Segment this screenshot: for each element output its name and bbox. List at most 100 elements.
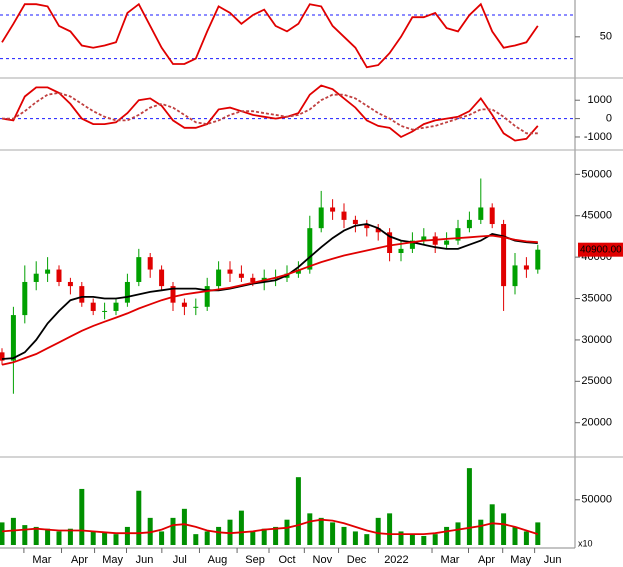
candle-body — [398, 248, 404, 253]
series-line — [1, 84, 539, 142]
x-tick-label: Mar — [32, 554, 51, 566]
volume-bar — [512, 526, 518, 545]
volume-bar — [216, 526, 222, 545]
volume-bar — [295, 477, 301, 545]
candle-body — [387, 232, 393, 253]
x-tick-label: Jun — [136, 554, 154, 566]
volume-bar — [45, 528, 51, 545]
price-tag-box — [578, 242, 623, 257]
volume-bar — [204, 531, 210, 545]
candle-body — [238, 273, 244, 278]
y-tick-label: 0 — [606, 113, 612, 125]
series-line — [2, 91, 538, 135]
volume-bar — [444, 526, 450, 545]
candle-body — [147, 257, 153, 270]
candle-body — [67, 281, 73, 287]
volume-bar — [364, 534, 370, 545]
candle-body — [444, 240, 450, 245]
volume-bar — [409, 534, 415, 545]
x-tick-label: Nov — [313, 554, 333, 566]
volume-bar — [398, 531, 404, 545]
series-line — [1, 234, 538, 366]
candle-body — [535, 249, 541, 270]
y-tick-label: 50000 — [581, 168, 612, 180]
volume-bar — [352, 531, 358, 545]
y-tick-label: 45000 — [581, 210, 612, 222]
candle-body — [10, 315, 16, 361]
y-tick-label: 20000 — [581, 417, 612, 429]
candle-body — [181, 302, 187, 307]
candle-body — [295, 269, 301, 274]
x-tick-label: May — [102, 554, 123, 566]
x-tick-label: 2022 — [384, 554, 408, 566]
candle-body — [512, 265, 518, 287]
y-tick-label: 50000 — [581, 494, 612, 506]
x-tick-label: Apr — [71, 554, 88, 566]
candle-body — [136, 257, 142, 282]
candle-body — [466, 219, 472, 229]
candle-body — [341, 211, 347, 220]
candle-body — [45, 269, 51, 274]
unit-label: x10 — [578, 538, 593, 548]
candle-body — [204, 286, 210, 307]
candle-body — [421, 236, 427, 241]
candle-body — [113, 302, 119, 311]
candle-body — [56, 269, 62, 282]
candle-body — [159, 269, 165, 287]
candle-body — [375, 228, 381, 233]
candle-body — [102, 310, 108, 312]
volume-bar — [387, 513, 393, 545]
candle-body — [501, 224, 507, 287]
volume-bar — [421, 535, 427, 545]
volume-bar — [33, 526, 39, 545]
x-tick-label: Aug — [208, 554, 228, 566]
x-tick-label: Jun — [544, 554, 562, 566]
x-tick-label: Apr — [478, 554, 495, 566]
y-tick-label: 25000 — [581, 375, 612, 387]
candle-body — [0, 352, 5, 361]
candle-body — [318, 207, 324, 229]
volume-bar — [273, 526, 279, 545]
candle-body — [455, 228, 461, 241]
series-line — [1, 2, 539, 69]
y-tick-label: 35000 — [581, 292, 612, 304]
volume-bar — [159, 531, 165, 545]
candle-body — [523, 265, 529, 270]
price-tag-label: 40900.00 — [580, 244, 622, 255]
candle-body — [227, 269, 233, 274]
volume-bar — [501, 513, 507, 545]
volume-bar — [489, 504, 495, 545]
volume-bar — [136, 490, 142, 545]
series-line — [1, 223, 538, 360]
volume-bar — [238, 510, 244, 545]
volume-bar — [10, 517, 16, 545]
volume-bar — [261, 528, 267, 545]
candle-body — [170, 286, 176, 303]
candle-body — [364, 224, 370, 229]
candle-body — [193, 306, 199, 308]
volume-bar — [193, 534, 199, 545]
volume-bar — [455, 522, 461, 545]
volume-bar — [375, 517, 381, 545]
volume-bar — [523, 531, 529, 545]
volume-bar — [67, 528, 73, 545]
candle-body — [307, 228, 313, 270]
volume-bar — [318, 517, 324, 545]
volume-bar — [341, 526, 347, 545]
candle-body — [22, 281, 28, 316]
y-tick-label: 50 — [600, 31, 612, 43]
y-tick-label: 30000 — [581, 334, 612, 346]
volume-bar — [102, 532, 108, 545]
candle-body — [79, 286, 85, 303]
candle-body — [489, 207, 495, 225]
volume-bar — [56, 531, 62, 545]
volume-bar — [478, 519, 484, 545]
volume-bar — [90, 531, 96, 545]
volume-bar — [22, 525, 28, 545]
volume-bar — [79, 488, 85, 545]
volume-bar — [284, 519, 290, 545]
y-tick-label: -1000 — [584, 131, 612, 143]
x-tick-label: Jul — [173, 554, 187, 566]
x-tick-label: Dec — [347, 554, 367, 566]
